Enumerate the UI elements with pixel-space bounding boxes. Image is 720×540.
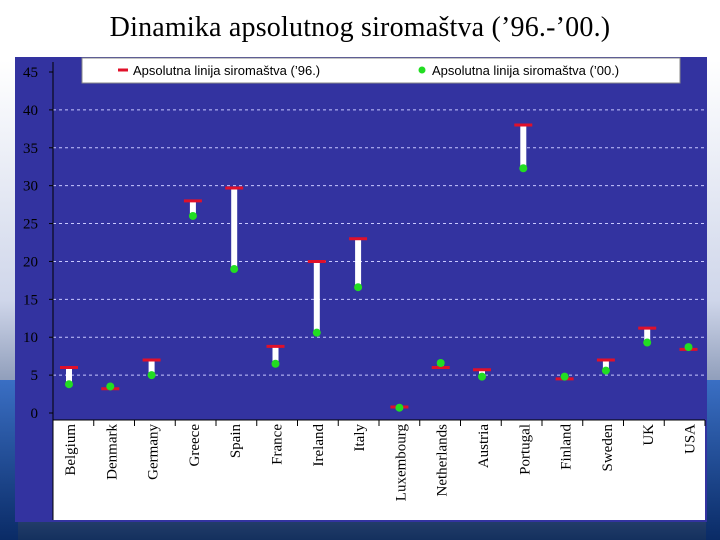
x-label-ireland: Ireland bbox=[311, 424, 327, 467]
x-label-germany: Germany bbox=[146, 424, 162, 480]
range-bar-uk bbox=[644, 328, 651, 343]
y-tick-label-20: 20 bbox=[23, 254, 38, 270]
range-bar-france bbox=[272, 346, 279, 364]
marker-00-usa bbox=[684, 343, 693, 352]
legend-label-96: Apsolutna linija siromaštva (’96.) bbox=[133, 63, 320, 78]
y-tick-label-30: 30 bbox=[23, 179, 38, 195]
x-label-sweden: Sweden bbox=[600, 424, 616, 472]
marker-00-sweden bbox=[601, 366, 610, 375]
slide-title: Dinamika apsolutnog siromaštva (’96.-’00… bbox=[109, 12, 611, 43]
decorative-strip-right bbox=[706, 380, 720, 540]
legend: Apsolutna linija siromaštva (’96.) Apsol… bbox=[81, 57, 681, 84]
x-label-spain: Spain bbox=[228, 424, 244, 459]
data-markers bbox=[60, 123, 698, 412]
x-label-belgium: Belgium bbox=[63, 424, 79, 476]
x-label-france: France bbox=[270, 424, 286, 465]
x-label-netherlands: Netherlands bbox=[435, 424, 451, 497]
range-bar-italy bbox=[355, 238, 362, 288]
x-label-italy: Italy bbox=[352, 424, 368, 452]
x-label-usa: USA bbox=[683, 424, 699, 454]
marker-00-spain bbox=[230, 265, 239, 274]
x-label-portugal: Portugal bbox=[517, 424, 533, 475]
marker-00-finland bbox=[560, 372, 569, 381]
legend-marker-00 bbox=[418, 66, 426, 74]
y-tick-label-5: 5 bbox=[31, 368, 39, 384]
marker-00-belgium bbox=[65, 380, 73, 389]
range-bars bbox=[66, 125, 692, 408]
category-label-band bbox=[53, 420, 705, 520]
y-tick-label-15: 15 bbox=[23, 292, 38, 308]
marker-00-germany bbox=[147, 371, 156, 380]
range-bar-spain bbox=[231, 187, 238, 270]
y-tick-label-0: 0 bbox=[31, 406, 39, 422]
y-axis-ticks: 0 5 10 15 20 25 30 35 40 45 bbox=[23, 65, 53, 422]
y-tick-label-10: 10 bbox=[23, 330, 38, 346]
range-bar-germany bbox=[148, 359, 155, 376]
gridlines bbox=[52, 62, 706, 520]
decorative-strip-left bbox=[0, 380, 18, 540]
y-tick-label-45: 45 bbox=[23, 65, 38, 81]
marker-00-luxembourg bbox=[395, 403, 404, 412]
legend-label-00: Apsolutna linija siromaštva (’00.) bbox=[432, 63, 619, 78]
legend-box bbox=[81, 57, 681, 84]
marker-00-austria bbox=[478, 372, 486, 381]
x-label-uk: UK bbox=[641, 424, 657, 446]
x-label-austria: Austria bbox=[476, 424, 492, 469]
range-bar-greece bbox=[189, 200, 196, 216]
y-tick-label-40: 40 bbox=[23, 103, 38, 119]
marker-00-ireland bbox=[312, 328, 321, 337]
marker-00-denmark bbox=[106, 382, 115, 391]
range-bar-belgium bbox=[66, 367, 72, 385]
marker-00-italy bbox=[354, 283, 363, 292]
marker-00-greece bbox=[188, 211, 197, 220]
range-bar-sweden bbox=[602, 359, 609, 371]
y-tick-label-35: 35 bbox=[23, 141, 38, 157]
marker-00-france bbox=[271, 359, 280, 368]
y-tick-label-25: 25 bbox=[23, 217, 38, 233]
range-bar-portugal bbox=[520, 125, 527, 169]
x-label-greece: Greece bbox=[187, 424, 203, 467]
range-bar-ireland bbox=[313, 261, 320, 333]
marker-00-uk bbox=[643, 338, 652, 347]
marker-00-portugal bbox=[519, 164, 528, 173]
x-label-denmark: Denmark bbox=[104, 424, 120, 480]
x-label-luxembourg: Luxembourg bbox=[393, 424, 409, 502]
marker-00-netherlands bbox=[436, 358, 445, 367]
category-labels: Belgium Denmark Germany Greece Spain France Ir… bbox=[63, 424, 699, 502]
x-label-finland: Finland bbox=[559, 424, 575, 470]
